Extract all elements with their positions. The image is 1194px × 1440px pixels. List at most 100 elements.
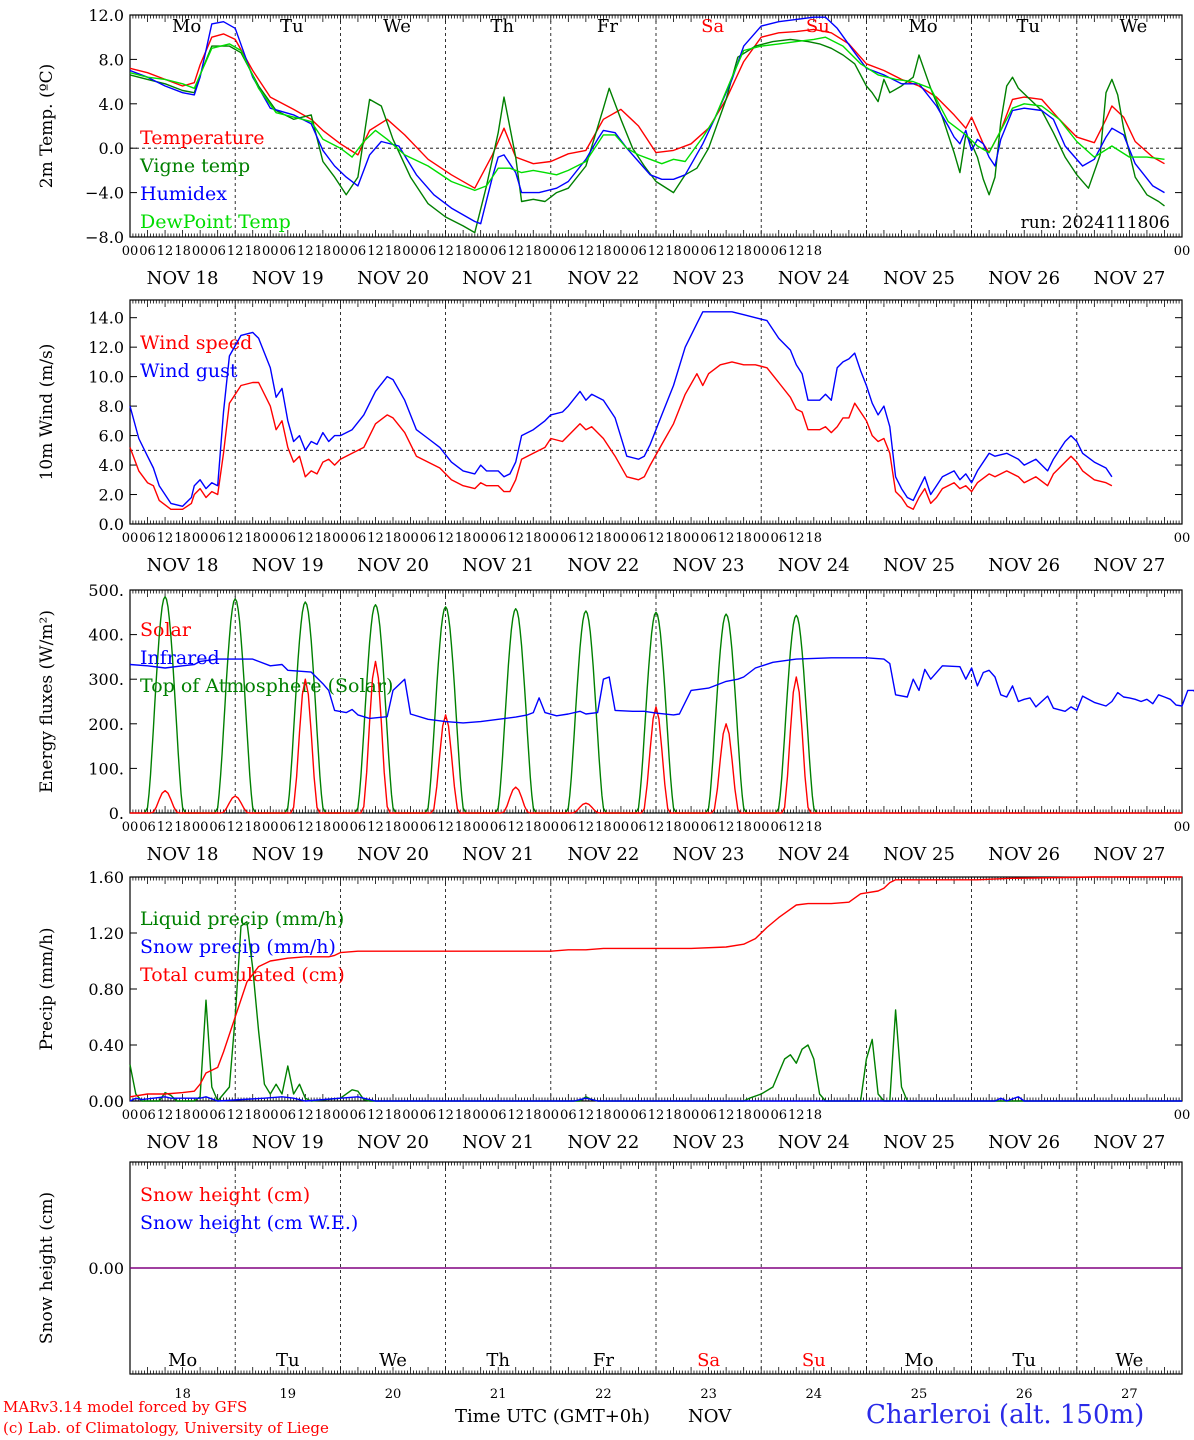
weekday-label: Mo <box>172 16 201 37</box>
hour-tick-label: 12 <box>718 1108 735 1123</box>
weekday-label: Fr <box>593 1350 614 1371</box>
hour-tick-label: 00 <box>753 1108 770 1123</box>
hour-tick-label: 12 <box>227 244 244 259</box>
date-label: NOV 20 <box>357 1132 429 1153</box>
y-tick-label: 4.0 <box>99 95 124 114</box>
hour-tick-label: 00 <box>192 531 209 546</box>
date-label: NOV 26 <box>988 1132 1060 1153</box>
day-number-label: 24 <box>806 1387 823 1402</box>
day-number-label: 22 <box>595 1387 612 1402</box>
hour-tick-label: 00 <box>683 1108 700 1123</box>
hour-tick-label: 12 <box>157 531 174 546</box>
day-number-label: 26 <box>1016 1387 1033 1402</box>
date-label: NOV 22 <box>567 268 639 289</box>
panel-3: 0. 100. 200. 300. 400. 500. Energy fluxes (W/m… <box>37 581 1194 865</box>
hour-tick-label: 18 <box>455 820 472 835</box>
date-label: NOV 23 <box>673 268 745 289</box>
weekday-label: Mo <box>908 16 937 37</box>
y-tick-label: 8.0 <box>99 397 124 416</box>
hour-tick-label: 18 <box>595 820 612 835</box>
hour-tick-label: 00 <box>472 1108 489 1123</box>
hour-tick-label: 06 <box>630 531 647 546</box>
plot-frame <box>129 299 1183 525</box>
series-line <box>129 36 1165 192</box>
hour-tick-label: 00 <box>543 1108 560 1123</box>
hour-tick-label: 06 <box>490 531 507 546</box>
y-tick-label: 10.0 <box>88 368 124 387</box>
hour-tick-label: 06 <box>350 820 367 835</box>
hour-tick-label: 00 <box>1174 820 1191 835</box>
weekday-label: Th <box>490 16 514 37</box>
weekday-label: We <box>1120 16 1148 37</box>
date-label: NOV 27 <box>1093 555 1165 576</box>
hour-tick-label: 06 <box>560 1108 577 1123</box>
weekday-label: Th <box>486 1350 510 1371</box>
hour-tick-label: 12 <box>788 531 805 546</box>
hour-tick-label: 18 <box>455 244 472 259</box>
legend-entry: Snow height (cm) <box>140 1184 310 1206</box>
legend-entry: Wind gust <box>140 360 238 382</box>
hour-tick-label: 00 <box>262 531 279 546</box>
date-label: NOV 26 <box>988 844 1060 865</box>
hour-tick-label: 12 <box>227 820 244 835</box>
panel-5: 0.00 Snow height (cm) Snow height (cm) Snow… <box>37 1161 1183 1375</box>
hour-tick-label: 00 <box>192 1108 209 1123</box>
weekday-label: Mo <box>904 1350 933 1371</box>
hour-tick-label: 06 <box>560 820 577 835</box>
hour-tick-label: 12 <box>367 531 384 546</box>
y-tick-label: 0.40 <box>88 1036 124 1055</box>
hour-tick-label: 18 <box>385 531 402 546</box>
date-label: NOV 26 <box>988 268 1060 289</box>
hour-tick-label: 12 <box>227 531 244 546</box>
y-tick-label: 14.0 <box>88 309 124 328</box>
legend-entry: Solar <box>140 619 192 641</box>
hour-tick-label: 12 <box>297 820 314 835</box>
date-label: NOV 20 <box>357 268 429 289</box>
hour-tick-label: 18 <box>315 531 332 546</box>
hour-tick-label: 06 <box>420 244 437 259</box>
y-tick-label: 0.0 <box>99 515 124 534</box>
hour-tick-label: 12 <box>157 1108 174 1123</box>
y-tick-label: 0.0 <box>99 139 124 158</box>
date-label: NOV 25 <box>883 844 955 865</box>
hour-tick-label: 18 <box>174 820 191 835</box>
hour-tick-label: 12 <box>437 820 454 835</box>
series-line <box>143 596 818 814</box>
hour-tick-label: 12 <box>507 1108 524 1123</box>
hour-tick-label: 18 <box>525 820 542 835</box>
weekday-label: Tu <box>280 16 304 37</box>
y-tick-label: 200. <box>88 715 124 734</box>
hour-tick-label: 00 <box>262 1108 279 1123</box>
date-label: NOV 18 <box>147 844 219 865</box>
hour-tick-label: 06 <box>630 1108 647 1123</box>
hour-tick-label: 00 <box>1174 244 1191 259</box>
hour-tick-label: 06 <box>280 820 297 835</box>
hour-tick-label: 18 <box>595 1108 612 1123</box>
hour-tick-label: 00 <box>122 820 139 835</box>
hour-tick-label: 00 <box>683 531 700 546</box>
weekday-label: Mo <box>168 1350 197 1371</box>
hour-tick-label: 12 <box>507 820 524 835</box>
hour-tick-label: 18 <box>244 531 261 546</box>
y-tick-label: 0.00 <box>88 1092 124 1111</box>
date-label: NOV 18 <box>147 555 219 576</box>
date-label: NOV 18 <box>147 1132 219 1153</box>
hour-tick-label: 12 <box>437 1108 454 1123</box>
y-axis-label: Snow height (cm) <box>37 1192 57 1344</box>
hour-tick-label: 00 <box>1174 531 1191 546</box>
hour-tick-label: 06 <box>350 531 367 546</box>
hour-tick-label: 06 <box>280 1108 297 1123</box>
panel-2: 0.0 2.0 4.0 6.0 8.0 10.0 12.0 14.0 10m Wind (m/s… <box>37 299 1191 576</box>
day-number-label: 18 <box>174 1387 191 1402</box>
hour-tick-label: 12 <box>157 244 174 259</box>
hour-tick-label: 18 <box>595 531 612 546</box>
hour-tick-label: 06 <box>700 531 717 546</box>
day-number-label: 20 <box>385 1387 402 1402</box>
date-label: NOV 20 <box>357 555 429 576</box>
hour-tick-label: 00 <box>613 244 630 259</box>
hour-tick-label: 00 <box>192 820 209 835</box>
hour-tick-label: 06 <box>700 820 717 835</box>
hour-tick-label: 00 <box>683 820 700 835</box>
hour-tick-label: 06 <box>350 1108 367 1123</box>
